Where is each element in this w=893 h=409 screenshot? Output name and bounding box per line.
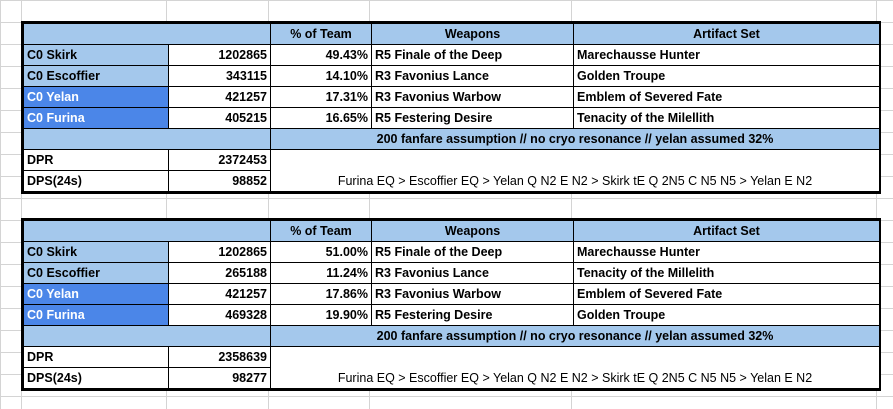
note-row: 200 fanfare assumption // no cryo resona…: [23, 325, 880, 347]
assumption-note-cell[interactable]: 200 fanfare assumption // no cryo resona…: [270, 325, 880, 347]
dpr-label-cell[interactable]: DPR: [23, 346, 169, 368]
column-gridline: [166, 0, 167, 409]
dps-label-cell[interactable]: DPS(24s): [23, 367, 169, 389]
damage-cell[interactable]: 1202865: [168, 44, 271, 66]
percent-cell[interactable]: 16.65%: [270, 107, 372, 129]
character-cell[interactable]: C0 Yelan: [23, 86, 169, 108]
damage-cell[interactable]: 469328: [168, 304, 271, 326]
artifact-cell[interactable]: Tenacity of the Milellith: [573, 107, 880, 129]
weapon-cell[interactable]: R3 Favonius Lance: [371, 65, 574, 87]
character-cell[interactable]: C0 Furina: [23, 107, 169, 129]
header-pct-cell[interactable]: % of Team: [270, 23, 372, 45]
dps-row: DPS(24s) 98852: [23, 170, 880, 192]
percent-cell[interactable]: 17.31%: [270, 86, 372, 108]
damage-cell[interactable]: 1202865: [168, 241, 271, 263]
artifact-cell[interactable]: Golden Troupe: [573, 304, 880, 326]
note-row: 200 fanfare assumption // no cryo resona…: [23, 128, 880, 150]
weapon-cell[interactable]: R3 Favonius Warbow: [371, 283, 574, 305]
column-gridline: [268, 0, 269, 409]
table-row: C0 Skirk 1202865 49.43% R5 Finale of the…: [23, 44, 880, 66]
column-gridline: [571, 0, 572, 409]
header-pct-cell[interactable]: % of Team: [270, 220, 372, 242]
column-gridline: [876, 0, 877, 409]
percent-cell[interactable]: 19.90%: [270, 304, 372, 326]
column-gridline: [21, 0, 22, 409]
dps-row: DPS(24s) 98277: [23, 367, 880, 389]
header-row: % of Team Weapons Artifact Set: [23, 23, 880, 45]
percent-cell[interactable]: 11.24%: [270, 262, 372, 284]
damage-cell[interactable]: 265188: [168, 262, 271, 284]
table-row: C0 Furina 405215 16.65% R5 Festering Des…: [23, 107, 880, 129]
percent-cell[interactable]: 14.10%: [270, 65, 372, 87]
artifact-cell[interactable]: Marechausse Hunter: [573, 44, 880, 66]
damage-cell[interactable]: 421257: [168, 283, 271, 305]
artifact-cell[interactable]: Emblem of Severed Fate: [573, 86, 880, 108]
damage-cell[interactable]: 421257: [168, 86, 271, 108]
note-blank-cell[interactable]: [23, 325, 271, 347]
damage-cell[interactable]: 343115: [168, 65, 271, 87]
table-row: C0 Skirk 1202865 51.00% R5 Finale of the…: [23, 241, 880, 263]
header-row: % of Team Weapons Artifact Set: [23, 220, 880, 242]
character-cell[interactable]: C0 Furina: [23, 304, 169, 326]
table-row: C0 Yelan 421257 17.31% R3 Favonius Warbo…: [23, 86, 880, 108]
artifact-cell[interactable]: Golden Troupe: [573, 65, 880, 87]
dps-value-cell[interactable]: 98277: [168, 367, 271, 389]
team-table-1: % of Team Weapons Artifact Set C0 Skirk …: [21, 21, 881, 194]
percent-cell[interactable]: 17.86%: [270, 283, 372, 305]
header-artifacts-cell[interactable]: Artifact Set: [573, 220, 880, 242]
weapon-cell[interactable]: R5 Festering Desire: [371, 304, 574, 326]
character-cell[interactable]: C0 Escoffier: [23, 262, 169, 284]
team-table-2: % of Team Weapons Artifact Set C0 Skirk …: [21, 218, 881, 391]
header-weapons-cell[interactable]: Weapons: [371, 23, 574, 45]
artifact-cell[interactable]: Tenacity of the Millelith: [573, 262, 880, 284]
weapon-cell[interactable]: R5 Finale of the Deep: [371, 241, 574, 263]
character-cell[interactable]: C0 Escoffier: [23, 65, 169, 87]
column-gridline: [369, 0, 370, 409]
header-artifacts-cell[interactable]: Artifact Set: [573, 23, 880, 45]
artifact-cell[interactable]: Marechausse Hunter: [573, 241, 880, 263]
dps-value-cell[interactable]: 98852: [168, 170, 271, 192]
dpr-row: DPR 2372453 Furina EQ > Escoffier EQ > Y…: [23, 149, 880, 192]
character-cell[interactable]: C0 Skirk: [23, 241, 169, 263]
table-row: C0 Yelan 421257 17.86% R3 Favonius Warbo…: [23, 283, 880, 305]
dpr-value-cell[interactable]: 2358639: [168, 346, 271, 368]
rotation-cell[interactable]: Furina EQ > Escoffier EQ > Yelan Q N2 E …: [270, 346, 880, 389]
header-weapons-cell[interactable]: Weapons: [371, 220, 574, 242]
dpr-value-cell[interactable]: 2372453: [168, 149, 271, 171]
dpr-label-cell[interactable]: DPR: [23, 149, 169, 171]
table-row: C0 Escoffier 265188 11.24% R3 Favonius L…: [23, 262, 880, 284]
damage-cell[interactable]: 405215: [168, 107, 271, 129]
artifact-cell[interactable]: Emblem of Severed Fate: [573, 283, 880, 305]
percent-cell[interactable]: 49.43%: [270, 44, 372, 66]
header-blank-cell[interactable]: [23, 23, 271, 45]
weapon-cell[interactable]: R3 Favonius Warbow: [371, 86, 574, 108]
dpr-row: DPR 2358639 Furina EQ > Escoffier EQ > Y…: [23, 346, 880, 389]
character-cell[interactable]: C0 Skirk: [23, 44, 169, 66]
dps-label-cell[interactable]: DPS(24s): [23, 170, 169, 192]
table-row: C0 Furina 469328 19.90% R5 Festering Des…: [23, 304, 880, 326]
percent-cell[interactable]: 51.00%: [270, 241, 372, 263]
character-cell[interactable]: C0 Yelan: [23, 283, 169, 305]
weapon-cell[interactable]: R5 Finale of the Deep: [371, 44, 574, 66]
note-blank-cell[interactable]: [23, 128, 271, 150]
assumption-note-cell[interactable]: 200 fanfare assumption // no cryo resona…: [270, 128, 880, 150]
rotation-cell[interactable]: Furina EQ > Escoffier EQ > Yelan Q N2 E …: [270, 149, 880, 192]
header-blank-cell[interactable]: [23, 220, 271, 242]
weapon-cell[interactable]: R5 Festering Desire: [371, 107, 574, 129]
table-row: C0 Escoffier 343115 14.10% R3 Favonius L…: [23, 65, 880, 87]
weapon-cell[interactable]: R3 Favonius Lance: [371, 262, 574, 284]
